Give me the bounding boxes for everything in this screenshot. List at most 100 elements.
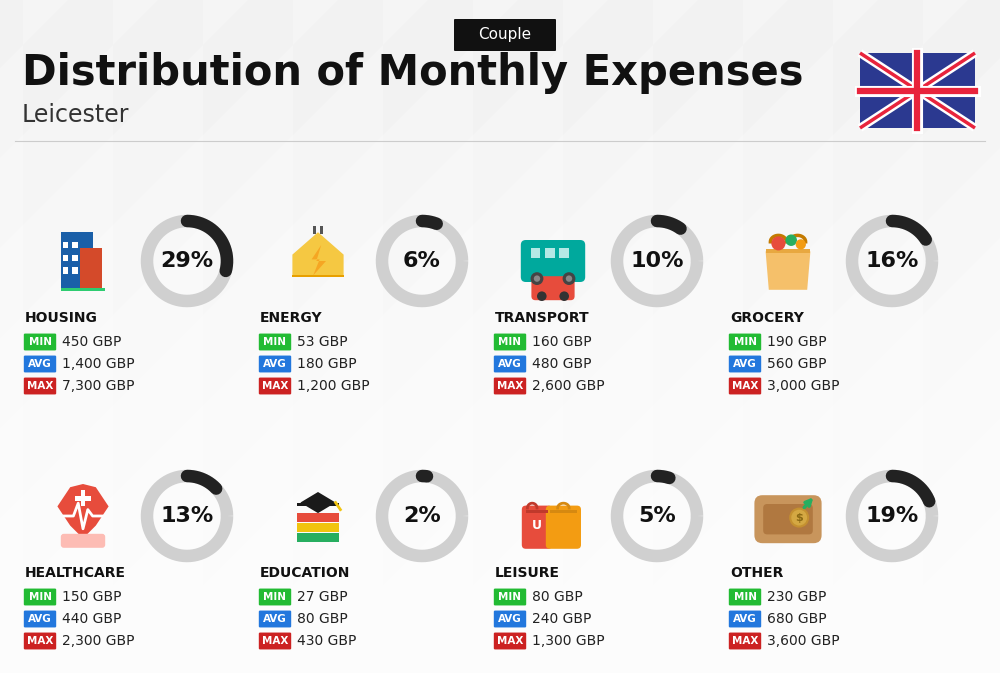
Bar: [63, 254, 68, 261]
Circle shape: [785, 234, 797, 246]
FancyBboxPatch shape: [24, 610, 56, 627]
Bar: [81, 491, 85, 506]
Circle shape: [559, 291, 569, 301]
Bar: [526, 510, 548, 513]
Text: 16%: 16%: [865, 251, 919, 271]
FancyBboxPatch shape: [259, 355, 291, 372]
Text: 1,200 GBP: 1,200 GBP: [297, 379, 370, 393]
Text: AVG: AVG: [28, 359, 52, 369]
FancyBboxPatch shape: [729, 355, 761, 372]
FancyBboxPatch shape: [259, 378, 291, 394]
Text: AVG: AVG: [263, 359, 287, 369]
Bar: [63, 267, 68, 274]
Text: Couple: Couple: [478, 28, 532, 42]
Circle shape: [771, 236, 785, 250]
FancyBboxPatch shape: [763, 504, 813, 534]
Text: 1,400 GBP: 1,400 GBP: [62, 357, 135, 371]
FancyBboxPatch shape: [494, 378, 526, 394]
Text: MAX: MAX: [27, 381, 53, 391]
Text: MAX: MAX: [497, 381, 523, 391]
Text: 80 GBP: 80 GBP: [297, 612, 348, 626]
Circle shape: [566, 275, 572, 282]
Text: 450 GBP: 450 GBP: [62, 335, 121, 349]
Text: 3,600 GBP: 3,600 GBP: [767, 634, 840, 648]
Text: 480 GBP: 480 GBP: [532, 357, 591, 371]
Text: $: $: [795, 513, 803, 523]
Text: 180 GBP: 180 GBP: [297, 357, 357, 371]
FancyBboxPatch shape: [521, 240, 585, 282]
Bar: [72, 254, 78, 261]
Polygon shape: [300, 492, 336, 513]
Text: 10%: 10%: [630, 251, 684, 271]
FancyBboxPatch shape: [24, 334, 56, 351]
Text: 1,300 GBP: 1,300 GBP: [532, 634, 605, 648]
Bar: [61, 232, 93, 290]
Text: 80 GBP: 80 GBP: [532, 590, 583, 604]
Text: 160 GBP: 160 GBP: [532, 335, 592, 349]
Text: AVG: AVG: [498, 614, 522, 624]
FancyBboxPatch shape: [259, 589, 291, 606]
Text: U: U: [532, 519, 542, 532]
Polygon shape: [57, 484, 109, 538]
Text: ENERGY: ENERGY: [260, 311, 323, 325]
FancyBboxPatch shape: [259, 633, 291, 649]
Text: 2,600 GBP: 2,600 GBP: [532, 379, 605, 393]
Text: 53 GBP: 53 GBP: [297, 335, 348, 349]
FancyBboxPatch shape: [24, 378, 56, 394]
Bar: [72, 267, 78, 274]
Text: MAX: MAX: [262, 636, 288, 646]
Text: EDUCATION: EDUCATION: [260, 566, 350, 580]
FancyBboxPatch shape: [24, 355, 56, 372]
FancyBboxPatch shape: [754, 495, 822, 543]
Text: 3,000 GBP: 3,000 GBP: [767, 379, 840, 393]
FancyBboxPatch shape: [297, 532, 339, 542]
Bar: [75, 497, 91, 501]
FancyBboxPatch shape: [259, 334, 291, 351]
FancyBboxPatch shape: [494, 334, 526, 351]
Text: 19%: 19%: [865, 506, 919, 526]
Bar: [531, 248, 540, 258]
FancyBboxPatch shape: [259, 610, 291, 627]
Text: HOUSING: HOUSING: [25, 311, 98, 325]
Bar: [320, 226, 323, 234]
FancyBboxPatch shape: [729, 378, 761, 394]
Text: HEALTHCARE: HEALTHCARE: [25, 566, 126, 580]
Text: AVG: AVG: [733, 614, 757, 624]
Text: 560 GBP: 560 GBP: [767, 357, 827, 371]
Text: AVG: AVG: [263, 614, 287, 624]
Text: 430 GBP: 430 GBP: [297, 634, 356, 648]
Text: MIN: MIN: [734, 337, 757, 347]
FancyBboxPatch shape: [454, 19, 556, 51]
Text: 29%: 29%: [160, 251, 214, 271]
Text: 5%: 5%: [638, 506, 676, 526]
FancyBboxPatch shape: [494, 610, 526, 627]
Text: 13%: 13%: [160, 506, 214, 526]
FancyBboxPatch shape: [24, 633, 56, 649]
Text: 230 GBP: 230 GBP: [767, 590, 826, 604]
Text: 2,300 GBP: 2,300 GBP: [62, 634, 134, 648]
Text: 150 GBP: 150 GBP: [62, 590, 122, 604]
FancyBboxPatch shape: [729, 589, 761, 606]
Polygon shape: [312, 245, 326, 275]
Bar: [550, 510, 577, 513]
Bar: [559, 248, 569, 258]
FancyBboxPatch shape: [494, 589, 526, 606]
FancyBboxPatch shape: [297, 523, 339, 532]
Text: 2%: 2%: [403, 506, 441, 526]
Text: AVG: AVG: [733, 359, 757, 369]
Text: AVG: AVG: [28, 614, 52, 624]
Text: 680 GBP: 680 GBP: [767, 612, 827, 626]
Text: 190 GBP: 190 GBP: [767, 335, 827, 349]
Text: MIN: MIN: [498, 592, 522, 602]
Text: MIN: MIN: [28, 592, 52, 602]
Text: OTHER: OTHER: [730, 566, 783, 580]
Polygon shape: [292, 232, 344, 277]
FancyBboxPatch shape: [24, 589, 56, 606]
Text: 27 GBP: 27 GBP: [297, 590, 348, 604]
Bar: [72, 242, 78, 248]
Text: MAX: MAX: [732, 636, 758, 646]
Bar: [545, 248, 555, 258]
Circle shape: [531, 272, 543, 285]
Text: MIN: MIN: [264, 592, 287, 602]
Text: TRANSPORT: TRANSPORT: [495, 311, 590, 325]
